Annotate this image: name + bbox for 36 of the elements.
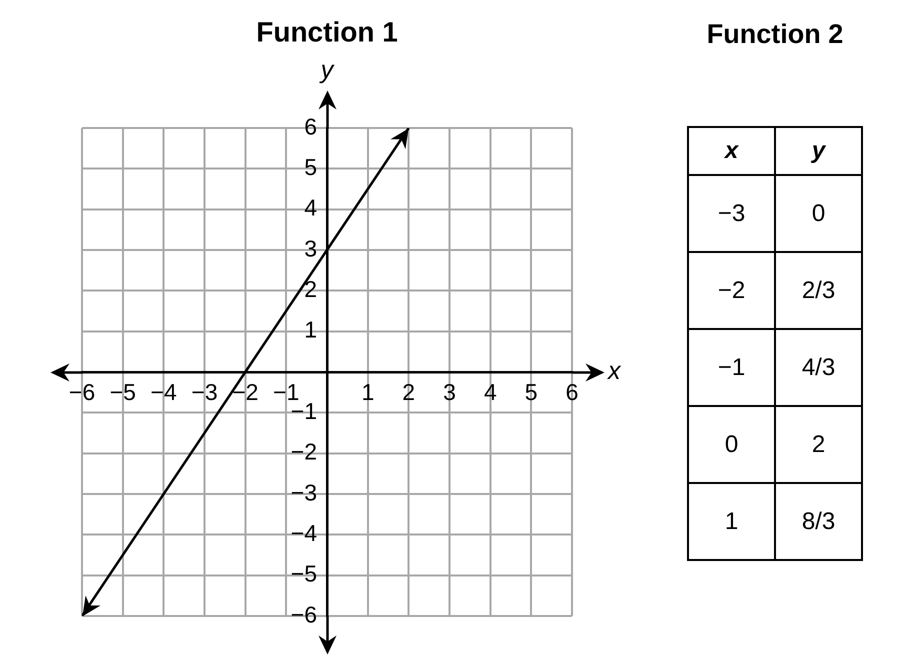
data-label: 8/3	[775, 483, 862, 560]
x-tick-label: −3	[191, 379, 218, 406]
x-tick-label: 2	[402, 379, 416, 406]
x-tick-label: −2	[232, 379, 258, 406]
y-tick-label: −2	[290, 438, 317, 465]
x-tick-label: −5	[110, 379, 136, 406]
x-tick-label: −6	[68, 379, 96, 406]
y-tick-label: −5	[290, 560, 317, 587]
x-tick-label: −4	[150, 379, 177, 406]
chart-title: Function 1	[256, 16, 398, 48]
y-tick-label: 1	[688, 483, 775, 560]
y-tick-label: 1	[304, 316, 317, 343]
y-tick-label: 2	[304, 276, 317, 302]
y-axis-title: x	[688, 127, 775, 175]
data-label: 0	[775, 175, 862, 252]
y-tick-label: −6	[290, 601, 317, 628]
y-tick-label: 6	[304, 113, 317, 140]
y-tick-label: −3	[688, 175, 775, 252]
x-tick-label: 3	[443, 379, 456, 406]
y-tick-label: 3	[304, 235, 317, 262]
y-tick-label: 4	[304, 194, 318, 221]
data-label: 2/3	[775, 252, 862, 329]
data-label: 4/3	[775, 329, 862, 406]
chart-title: Function 2	[706, 18, 844, 50]
x-tick-label: 5	[524, 379, 538, 406]
x-tick-label: 4	[484, 379, 497, 406]
y-tick-label: −3	[290, 479, 317, 506]
y-tick-label: 0	[688, 406, 775, 483]
x-tick-label: −1	[273, 379, 300, 406]
y-tick-label: −2	[688, 252, 775, 329]
y-tick-label: −4	[290, 520, 318, 546]
x-axis-title: x	[607, 356, 622, 385]
x-tick-label: 1	[361, 379, 374, 406]
y-tick-label: 5	[304, 154, 317, 180]
x-tick-label: 6	[566, 379, 578, 406]
y-axis-title: y	[318, 56, 335, 84]
